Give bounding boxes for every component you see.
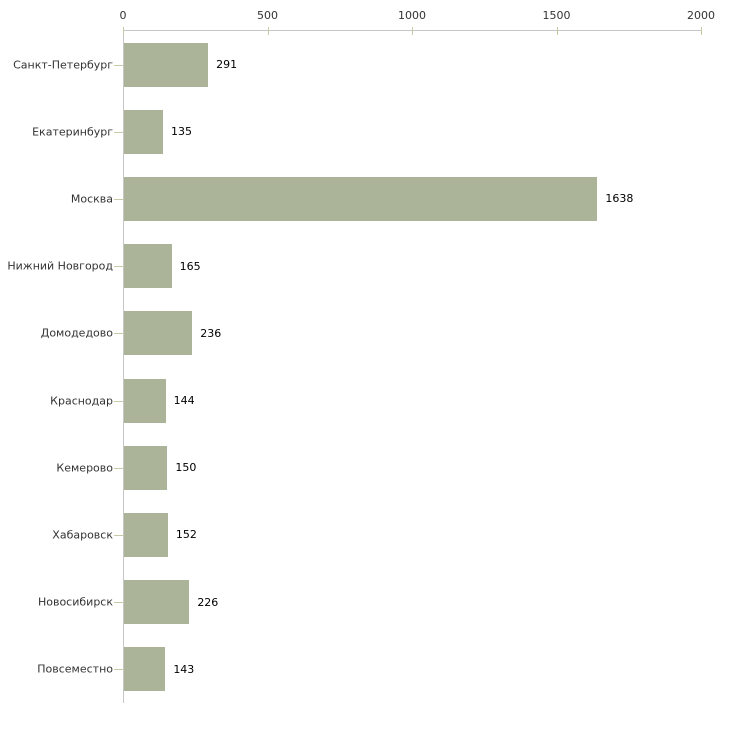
category-label: Нижний Новгород (7, 259, 113, 273)
bar-row: Повсеместно 143 (37, 636, 702, 703)
bar (124, 311, 193, 356)
y-tick-mark (114, 602, 123, 604)
y-tick-mark (114, 400, 123, 402)
x-tick-mark (556, 27, 558, 35)
bar (124, 647, 166, 692)
x-tick-mark (123, 27, 124, 35)
category-label: Краснодар (50, 394, 113, 408)
value-label: 1638 (605, 192, 634, 206)
y-tick-mark (114, 333, 123, 335)
value-label: 150 (175, 461, 197, 475)
y-tick-mark (114, 266, 123, 268)
value-label: 143 (173, 662, 195, 676)
plot-area: Санкт-Петербург 291 Екатеринбург 135 Москва 1… (7, 27, 702, 703)
value-label: 226 (197, 595, 219, 609)
bar-row: Новосибирск 226 (38, 569, 702, 636)
bar-row: Кемерово 150 (56, 434, 702, 501)
bar-row: Хабаровск 152 (52, 501, 702, 568)
y-tick-mark (114, 198, 123, 200)
y-tick-mark (114, 131, 123, 133)
x-tick-mark (412, 27, 413, 35)
category-label: Хабаровск (52, 528, 113, 542)
bar (124, 445, 168, 490)
bar (124, 109, 163, 154)
category-label: Повсеместно (37, 662, 113, 676)
bar-row: Санкт-Петербург 291 (13, 31, 702, 98)
bar-row: Домодедово 236 (41, 300, 702, 367)
bar (124, 378, 166, 423)
x-tick-label: 500 (257, 9, 278, 22)
y-tick-mark (114, 64, 123, 66)
bar (124, 512, 168, 557)
x-axis: 0 500 1000 1500 2000 (119, 9, 716, 24)
bar-row: Москва 1638 (71, 165, 702, 232)
value-label: 165 (179, 259, 201, 273)
y-tick-mark (114, 534, 123, 536)
value-label: 152 (175, 528, 197, 542)
value-label: 144 (173, 394, 195, 408)
x-tick-mark (701, 27, 702, 35)
category-label: Санкт-Петербург (13, 58, 113, 72)
y-tick-mark (114, 669, 123, 671)
bar (124, 176, 598, 221)
bar-row: Екатеринбург 135 (32, 98, 702, 165)
category-label: Новосибирск (37, 595, 113, 609)
value-label: 236 (200, 326, 222, 340)
category-label: Домодедово (40, 326, 113, 340)
category-label: Кемерово (56, 461, 113, 475)
bar (124, 244, 172, 289)
category-label: Москва (70, 192, 113, 206)
bar (124, 580, 190, 625)
x-tick-label: 2000 (687, 9, 715, 22)
bar (124, 42, 209, 87)
category-label: Екатеринбург (32, 125, 113, 139)
value-label: 135 (171, 125, 192, 139)
x-tick-label: 1500 (542, 9, 571, 22)
x-tick-mark (267, 27, 269, 35)
value-label: 291 (216, 58, 238, 72)
x-tick-label: 1000 (398, 9, 426, 22)
y-tick-mark (114, 467, 123, 469)
bar-row: Краснодар 144 (50, 367, 702, 434)
x-tick-label: 0 (119, 9, 127, 22)
bar-row: Нижний Новгород 165 (7, 233, 702, 300)
